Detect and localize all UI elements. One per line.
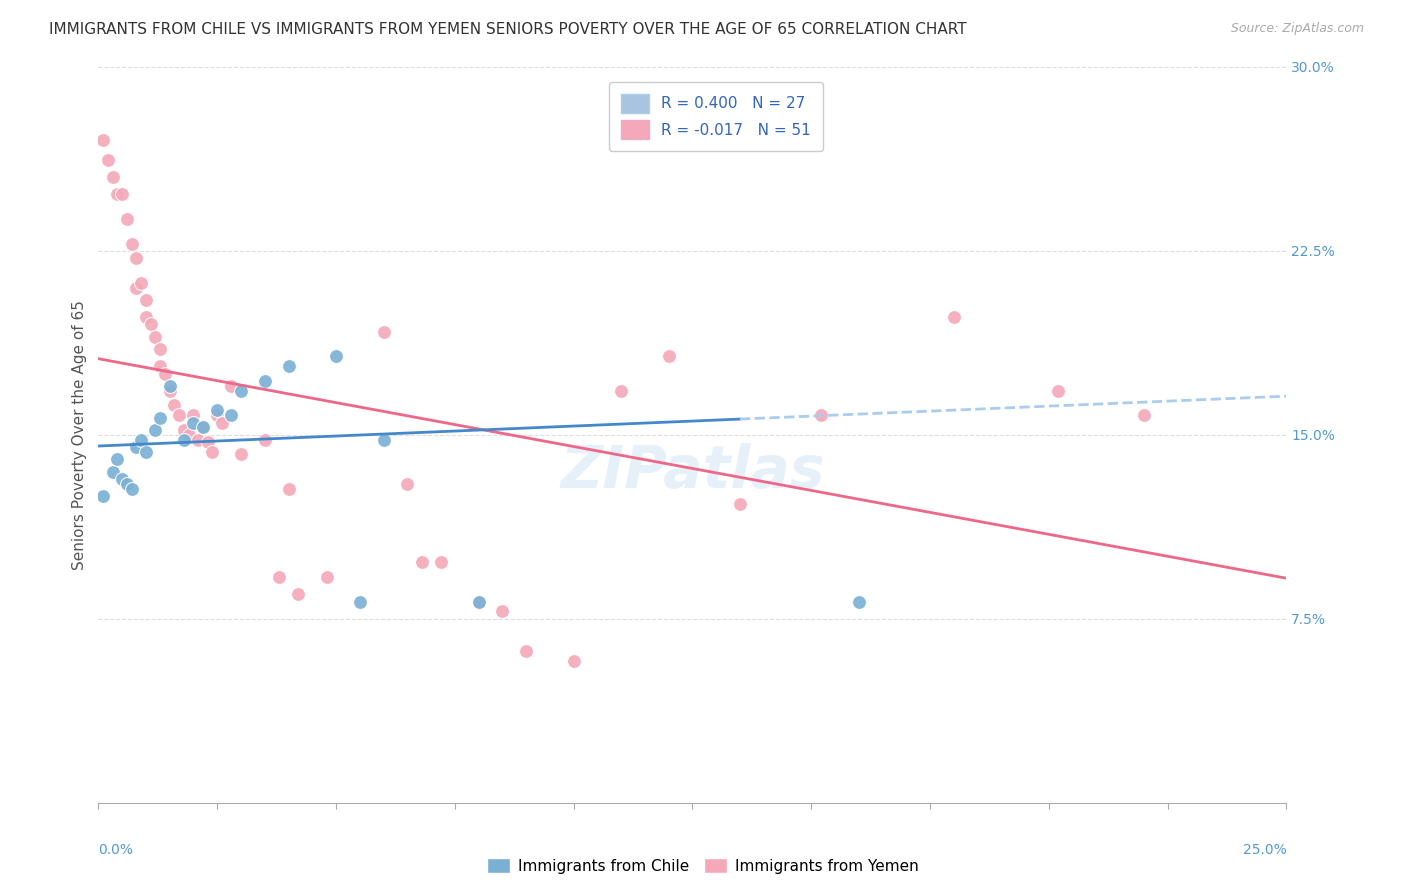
Point [515,644,537,658]
Point [125,252,148,266]
Point [139,318,162,332]
Point [253,374,276,388]
Point [177,427,200,442]
Point [145,329,167,343]
Point [135,310,157,324]
Point [728,496,751,510]
Point [183,408,205,422]
Point [135,293,157,307]
Point [728,113,751,128]
Point [91,133,114,147]
Point [91,489,114,503]
Point [467,594,489,608]
Point [125,280,148,294]
Point [129,433,152,447]
Point [149,410,172,425]
Point [610,384,633,398]
Point [315,570,337,584]
Point [173,423,195,437]
Point [121,482,143,496]
Point [942,310,965,324]
Point [373,325,395,339]
Point [173,433,195,447]
Point [221,378,243,392]
Point [191,420,214,434]
Text: 25.0%: 25.0% [1243,843,1286,857]
Point [97,153,120,167]
Point [107,452,129,467]
Legend: Immigrants from Chile, Immigrants from Yemen: Immigrants from Chile, Immigrants from Y… [481,852,925,880]
Point [197,435,219,450]
Point [325,349,347,364]
Point [167,408,190,422]
Point [135,445,157,459]
Point [267,570,290,584]
Point [159,384,181,398]
Point [491,605,513,619]
Point [207,403,229,417]
Point [149,342,172,356]
Point [163,398,186,412]
Point [191,420,214,434]
Point [183,416,205,430]
Text: 0.0%: 0.0% [98,843,134,857]
Point [373,433,395,447]
Point [129,276,152,290]
Point [211,416,233,430]
Point [159,378,181,392]
Point [1047,384,1070,398]
Point [229,448,252,462]
Point [221,408,243,422]
Point [145,423,167,437]
Point [149,359,172,373]
Point [848,594,870,608]
Point [125,440,148,454]
Point [229,384,252,398]
Point [187,433,209,447]
Point [1133,408,1156,422]
Point [411,555,433,569]
Point [115,212,138,227]
Text: Source: ZipAtlas.com: Source: ZipAtlas.com [1230,22,1364,36]
Point [349,594,371,608]
Point [207,408,229,422]
Point [287,587,309,601]
Point [658,349,681,364]
Text: ZIPatlas: ZIPatlas [560,443,825,500]
Point [153,367,176,381]
Point [111,187,134,202]
Point [277,359,299,373]
Legend: R = 0.400   N = 27, R = -0.017   N = 51: R = 0.400 N = 27, R = -0.017 N = 51 [609,82,823,152]
Point [467,594,489,608]
Point [253,433,276,447]
Point [111,472,134,486]
Point [115,476,138,491]
Point [810,408,832,422]
Point [277,482,299,496]
Point [201,445,224,459]
Point [396,476,419,491]
Point [562,653,585,667]
Y-axis label: Seniors Poverty Over the Age of 65: Seniors Poverty Over the Age of 65 [72,300,87,570]
Point [101,170,124,185]
Point [429,555,451,569]
Text: IMMIGRANTS FROM CHILE VS IMMIGRANTS FROM YEMEN SENIORS POVERTY OVER THE AGE OF 6: IMMIGRANTS FROM CHILE VS IMMIGRANTS FROM… [49,22,967,37]
Point [121,236,143,251]
Point [107,187,129,202]
Point [101,465,124,479]
